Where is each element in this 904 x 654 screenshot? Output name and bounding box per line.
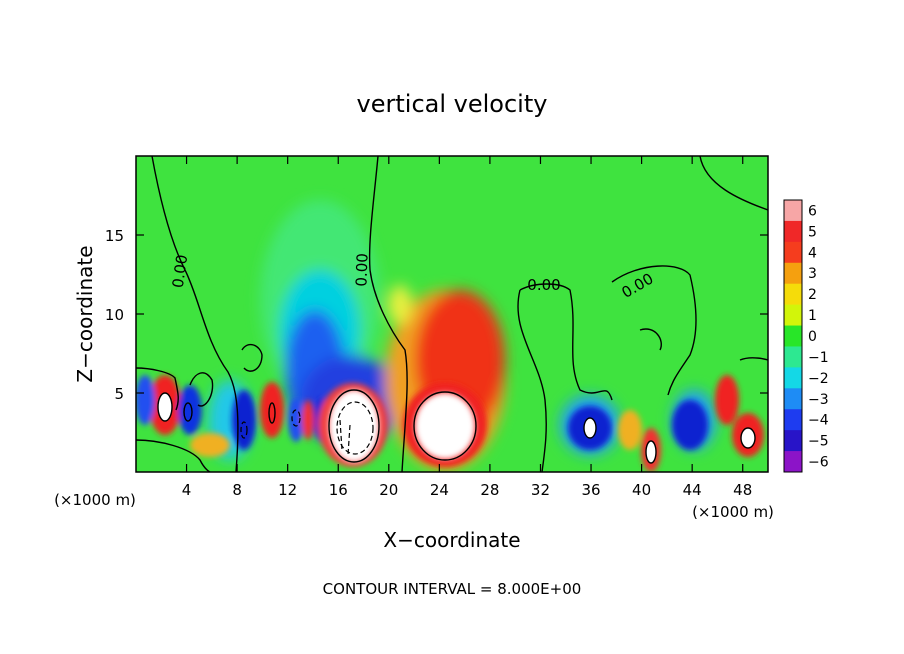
- x-tick-label: 44: [683, 481, 702, 499]
- x-tick-label: 20: [379, 481, 398, 499]
- colorbar-swatch: [784, 304, 802, 327]
- colorbar-swatch: [784, 325, 802, 347]
- colorbar-swatch: [784, 200, 802, 222]
- x-unit-left: (×1000 m): [54, 491, 136, 509]
- x-tick-label: 4: [182, 481, 192, 499]
- x-tick-label: 8: [232, 481, 242, 499]
- colorbar-tick-label: −4: [808, 413, 829, 429]
- colorbar-swatch: [784, 241, 802, 264]
- colorbar-tick-label: −5: [808, 434, 829, 450]
- colorbar-tick-label: −6: [808, 455, 829, 471]
- colorbar-tick-label: −2: [808, 371, 829, 387]
- contour-label: 0.00: [352, 253, 371, 287]
- colorbar-tick-label: −1: [808, 350, 829, 366]
- colorbar-tick-label: 1: [808, 308, 817, 324]
- colorbar-swatch: [784, 367, 802, 389]
- y-axis-label: Z−coordinate: [73, 245, 97, 382]
- colorbar-swatch: [784, 388, 802, 410]
- contour-label: 0.00: [527, 276, 560, 294]
- contour-label: 0.00: [169, 254, 191, 290]
- x-axis-label: X−coordinate: [383, 528, 520, 552]
- colorbar-swatch: [784, 283, 802, 306]
- colorbar-tick-label: 5: [808, 224, 817, 240]
- x-tick-label: 16: [329, 481, 348, 499]
- colorbar-swatch: [784, 451, 802, 473]
- chart-title: vertical velocity: [357, 90, 548, 118]
- colorbar-swatch: [784, 409, 802, 431]
- colorbar-tick-label: −3: [808, 392, 829, 408]
- x-tick-label: 24: [430, 481, 449, 499]
- x-tick-label: 40: [632, 481, 651, 499]
- colorbar-tick-label: 6: [808, 203, 817, 219]
- colorbar-tick-label: 0: [808, 329, 817, 345]
- colorbar-tick-label: 2: [808, 287, 817, 303]
- colorbar-swatch: [784, 262, 802, 285]
- x-tick-label: 32: [531, 481, 550, 499]
- x-tick-label: 28: [480, 481, 499, 499]
- colorbar-swatch: [784, 346, 802, 368]
- y-tick-label: 15: [105, 227, 124, 245]
- y-axis: 5 10 15: [105, 227, 768, 403]
- colorbar-frame: [783, 199, 803, 473]
- colorbar-swatch: [784, 430, 802, 452]
- colorbar-tick-label: 4: [808, 245, 817, 261]
- y-tick-label: 10: [105, 306, 124, 324]
- x-tick-label: 36: [581, 481, 600, 499]
- y-tick-label: 5: [114, 385, 124, 403]
- x-unit-right: (×1000 m): [692, 503, 774, 521]
- colorbar: 6 5 4 3 2 1 0 −1 −2 −3 −4 −5 −6: [783, 199, 829, 473]
- colorbar-tick-label: 3: [808, 266, 817, 282]
- x-tick-label: 12: [278, 481, 297, 499]
- x-axis: 4 8 12 16 20 24 28 32 36 40 44 48: [182, 156, 752, 499]
- colorbar-swatch: [784, 220, 802, 243]
- contour-interval: CONTOUR INTERVAL = 8.000E+00: [323, 580, 582, 598]
- x-tick-label: 48: [733, 481, 752, 499]
- velocity-field: [136, 156, 768, 472]
